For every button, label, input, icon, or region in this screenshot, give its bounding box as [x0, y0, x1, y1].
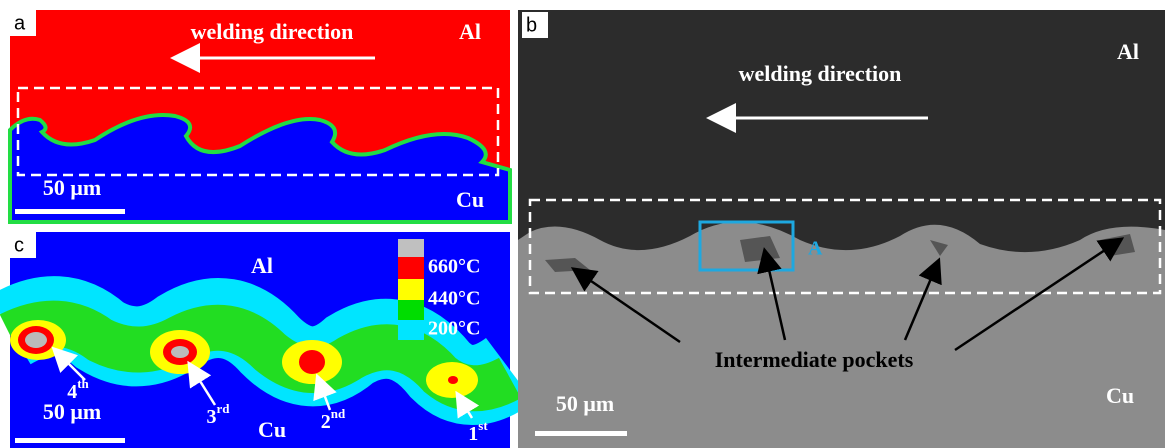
material-label: Cu — [258, 417, 286, 442]
pocket-suffix: rd — [217, 401, 231, 416]
material-label: Cu — [456, 187, 484, 212]
legend-label: 200°C — [428, 318, 480, 340]
scale-label: 50 μm — [556, 391, 614, 416]
pocket-suffix: st — [478, 418, 488, 433]
material-label: Al — [1117, 39, 1139, 64]
pocket-number: 3 — [207, 406, 217, 428]
scale-label: 50 μm — [43, 399, 101, 424]
panel-label: c — [14, 234, 24, 256]
pocket-suffix: nd — [331, 406, 346, 421]
pocket-number: 4 — [67, 381, 77, 403]
legend-label: 660°C — [428, 256, 480, 278]
panel-c: 660°C 440°C 200°C c Al Cu 50 μm 4th 3rd 2n… — [10, 232, 510, 448]
legend-label: 440°C — [428, 288, 480, 310]
region-label: A — [808, 238, 823, 260]
direction-label: welding direction — [191, 19, 354, 44]
material-label: Al — [459, 19, 481, 44]
material-label: Al — [251, 253, 273, 278]
panel-b: A b welding direction Al Cu 50 μm Interm… — [518, 10, 1165, 448]
material-label: Cu — [1106, 383, 1134, 408]
pocket-number: 1 — [468, 423, 478, 445]
callout-label: Intermediate pockets — [715, 347, 914, 372]
figure: a welding direction Al Cu 50 μm 660°C 44… — [0, 0, 1165, 448]
scale-label: 50 μm — [43, 175, 101, 200]
panel-label: b — [526, 14, 537, 36]
pocket-number: 2 — [321, 411, 331, 433]
panel-label: a — [14, 12, 26, 34]
direction-label: welding direction — [739, 61, 902, 86]
panel-a: a welding direction Al Cu 50 μm — [10, 10, 510, 222]
pocket-suffix: th — [77, 376, 89, 391]
